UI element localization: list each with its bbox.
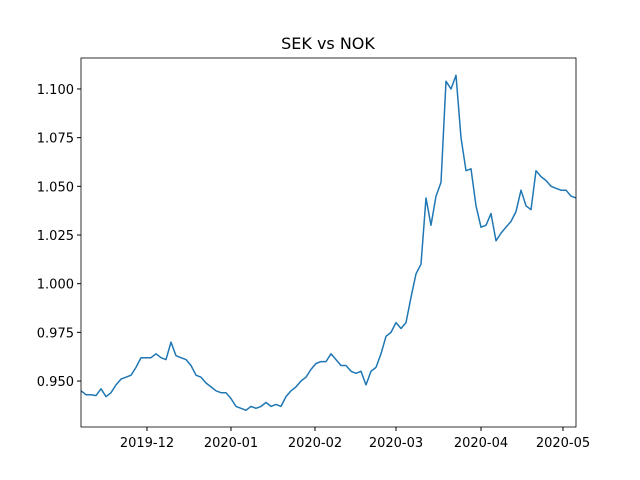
- y-tick-label: 0.975: [37, 326, 74, 341]
- x-tick-label: 2020-04: [454, 436, 508, 451]
- line: [81, 74, 576, 412]
- x-tick-label: 2020-02: [288, 436, 342, 451]
- x-tick-label: 2020-03: [369, 436, 423, 451]
- x-tick-label: 2020-05: [536, 436, 590, 451]
- y-tick-label: 0.950: [37, 375, 74, 390]
- y-tick-label: 1.000: [37, 278, 74, 293]
- plot-frame: [80, 57, 577, 428]
- x-tick-label: 2020-01: [204, 436, 258, 451]
- y-tick-label: 1.050: [37, 180, 74, 195]
- y-tick-label: 1.075: [37, 132, 74, 147]
- y-tick-label: 1.100: [37, 83, 74, 98]
- chart-title: SEK vs NOK: [281, 34, 375, 53]
- x-tick-label: 2019-12: [120, 436, 174, 451]
- y-tick-label: 1.025: [37, 229, 74, 244]
